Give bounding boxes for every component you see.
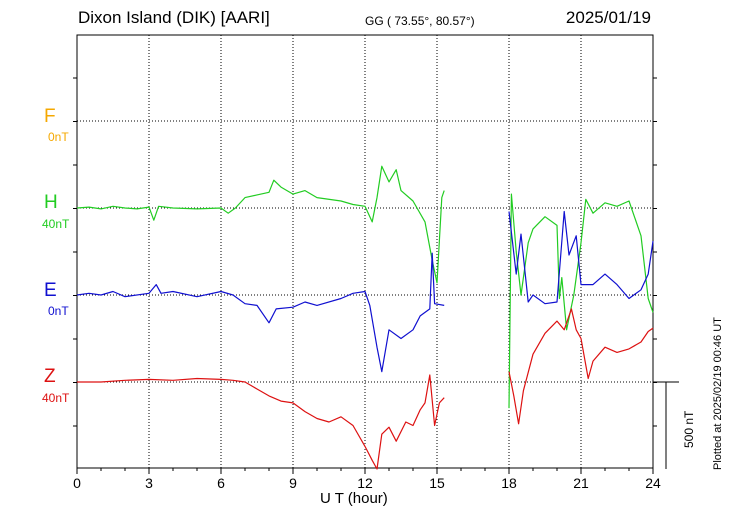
x-tick-label: 3 — [145, 475, 153, 491]
baseline-z: 40nT — [42, 391, 70, 405]
chart-date: 2025/01/19 — [565, 8, 651, 27]
plotted-timestamp: Plotted at 2025/02/19 00:46 UT — [712, 317, 724, 470]
x-tick-label: 9 — [289, 475, 297, 491]
x-tick-label: 0 — [73, 475, 81, 491]
x-tick-label: 24 — [645, 475, 661, 491]
baseline-h: 40nT — [42, 217, 70, 231]
label-e: E — [44, 280, 57, 301]
label-f: F — [44, 106, 56, 127]
baseline-f: 0nT — [48, 130, 69, 144]
x-tick-label: 21 — [573, 475, 589, 491]
x-tick-label: 6 — [217, 475, 225, 491]
series-e-line — [76, 210, 654, 373]
x-tick-label: 12 — [357, 475, 373, 491]
label-z: Z — [44, 366, 56, 387]
x-axis-label: U T (hour) — [320, 490, 388, 507]
geo-coordinates: GG ( 73.55°, 80.57°) — [365, 14, 475, 28]
baseline-e: 0nT — [48, 304, 69, 318]
x-tick-label: 18 — [501, 475, 517, 491]
scale-bar-label: 500 nT — [682, 410, 696, 448]
label-h: H — [44, 192, 58, 213]
series-z-line — [77, 308, 654, 470]
chart-title: Dixon Island (DIK) [AARI] — [78, 8, 270, 27]
series-h-line — [76, 165, 654, 409]
x-tick-label: 15 — [429, 475, 445, 491]
